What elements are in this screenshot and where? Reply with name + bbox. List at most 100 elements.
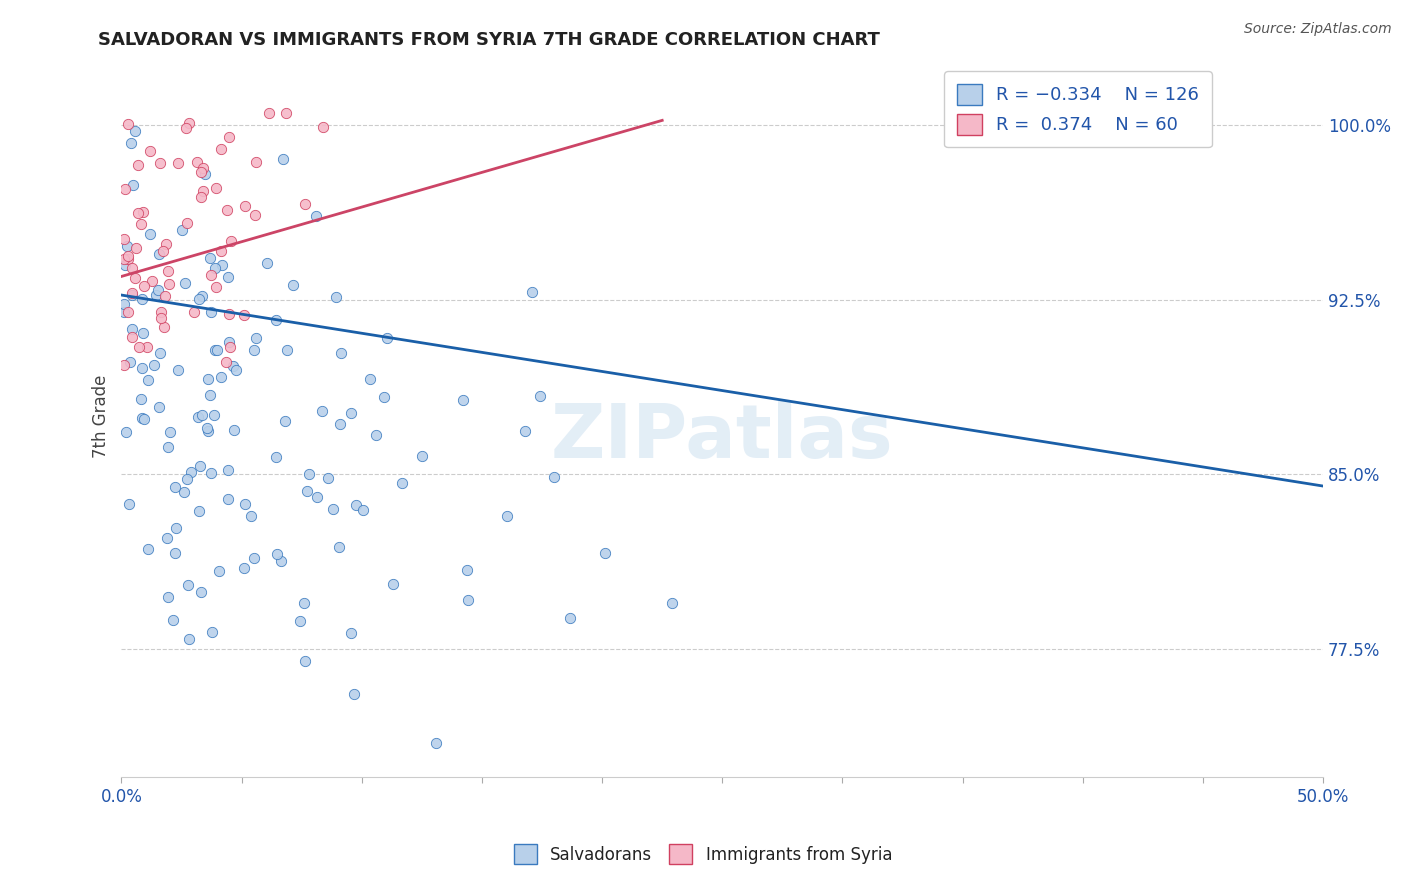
Point (134, 278, 156, 293)
Point (190, 289, 212, 303)
Point (115, 425, 138, 439)
Point (233, 199, 256, 213)
Point (217, 491, 239, 506)
Point (204, 260, 226, 275)
Point (373, 390, 395, 404)
Point (298, 467, 321, 481)
Point (218, 307, 240, 321)
Point (364, 427, 387, 442)
Point (292, 596, 315, 610)
Point (153, 289, 176, 303)
Point (411, 449, 433, 463)
Point (343, 687, 366, 701)
Point (177, 578, 200, 592)
Point (457, 592, 479, 607)
Point (117, 252, 139, 266)
Point (117, 249, 139, 263)
Point (118, 497, 141, 511)
Point (190, 165, 212, 179)
Point (195, 421, 218, 435)
Point (117, 117, 139, 131)
Point (191, 161, 214, 176)
Point (180, 465, 202, 479)
Point (273, 152, 295, 166)
Point (218, 340, 240, 354)
Point (543, 469, 565, 483)
Point (127, 158, 149, 172)
Point (157, 277, 180, 291)
Point (205, 180, 228, 194)
Point (352, 502, 374, 516)
Point (218, 335, 240, 350)
Point (152, 320, 174, 334)
Point (242, 551, 264, 566)
Point (148, 400, 170, 414)
Point (200, 304, 222, 318)
Point (112, 359, 135, 373)
Point (222, 359, 245, 374)
Point (176, 472, 198, 486)
Point (121, 322, 143, 336)
Point (209, 142, 232, 156)
Point (135, 340, 157, 354)
Point (217, 270, 239, 285)
Point (112, 252, 135, 267)
Point (155, 532, 177, 546)
Point (136, 541, 159, 556)
Point (197, 424, 219, 438)
Point (122, 178, 145, 193)
Point (163, 546, 186, 560)
Text: SALVADORAN VS IMMIGRANTS FROM SYRIA 7TH GRADE CORRELATION CHART: SALVADORAN VS IMMIGRANTS FROM SYRIA 7TH … (98, 31, 880, 49)
Point (174, 277, 197, 291)
Point (176, 216, 198, 230)
Point (208, 564, 231, 578)
Text: Source: ZipAtlas.com: Source: ZipAtlas.com (1244, 22, 1392, 37)
Point (217, 463, 239, 477)
Point (129, 392, 152, 406)
Point (174, 120, 197, 135)
Point (190, 190, 212, 204)
Point (209, 244, 232, 259)
Point (593, 546, 616, 560)
Point (128, 340, 150, 354)
Point (311, 120, 333, 134)
Point (149, 156, 172, 170)
Point (183, 305, 205, 319)
Point (187, 409, 209, 424)
Point (243, 208, 266, 222)
Point (159, 425, 181, 439)
Point (117, 238, 139, 252)
Point (121, 288, 143, 302)
Point (520, 285, 543, 299)
Point (112, 305, 135, 319)
Point (139, 227, 162, 242)
Point (222, 423, 245, 437)
Point (194, 167, 217, 181)
Point (150, 311, 173, 326)
Point (201, 625, 224, 640)
Point (124, 271, 146, 285)
Point (294, 197, 316, 211)
Point (131, 326, 153, 340)
Point (270, 553, 292, 567)
Point (305, 490, 328, 504)
Point (218, 130, 240, 145)
Point (152, 244, 174, 258)
Point (131, 361, 153, 376)
Point (325, 290, 347, 304)
Point (134, 411, 156, 425)
Point (172, 223, 194, 237)
Point (257, 106, 280, 120)
Point (209, 370, 232, 384)
Point (207, 343, 229, 357)
Point (162, 613, 184, 627)
Point (197, 372, 219, 386)
Point (288, 614, 311, 628)
Point (125, 241, 148, 255)
Point (121, 261, 143, 276)
Point (148, 247, 170, 261)
Point (136, 373, 159, 387)
Point (121, 330, 143, 344)
Point (496, 508, 519, 523)
Point (118, 355, 141, 369)
